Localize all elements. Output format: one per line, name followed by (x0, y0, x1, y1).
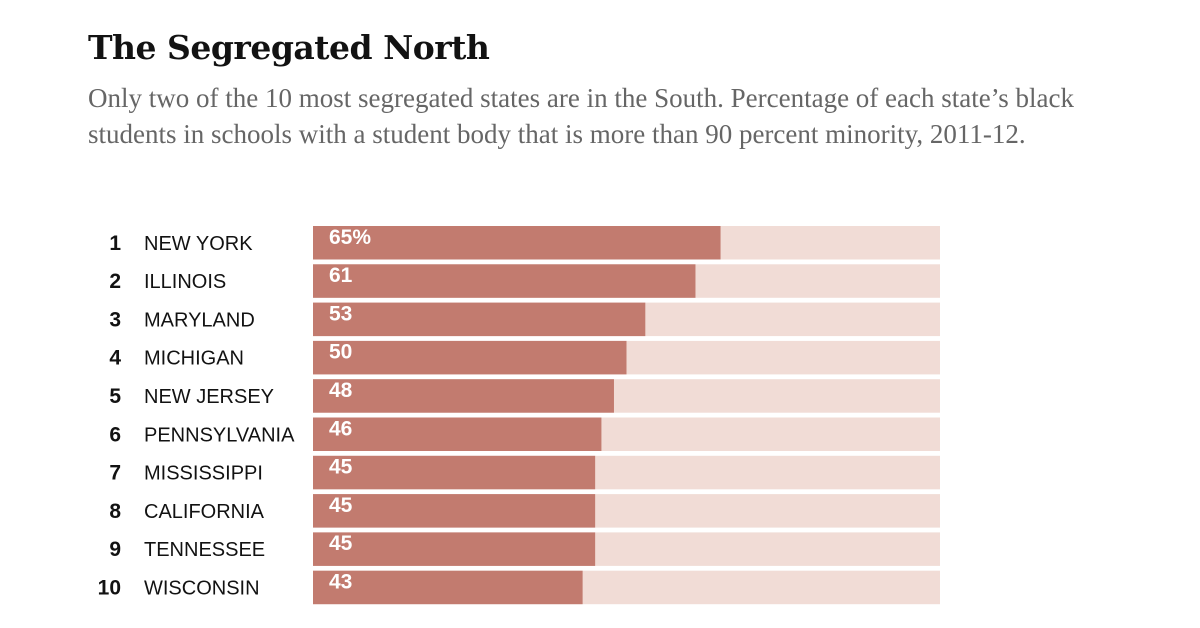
state-label: PENNSYLVANIA (144, 424, 295, 446)
value-label: 50 (329, 341, 352, 364)
state-label: NEW YORK (144, 233, 253, 255)
value-label: 45 (329, 494, 353, 517)
bar (313, 340, 627, 375)
bar (313, 264, 696, 298)
bar (313, 455, 596, 490)
rank-label: 5 (109, 385, 121, 408)
state-label: TENNESSEE (144, 539, 265, 561)
rank-label: 10 (98, 576, 121, 599)
rank-label: 3 (109, 308, 121, 331)
state-label: MICHIGAN (144, 348, 244, 370)
bar (313, 570, 583, 605)
rank-label: 7 (109, 462, 121, 485)
state-label: NEW JERSEY (144, 386, 274, 408)
bar (313, 494, 596, 528)
rank-label: 9 (109, 538, 121, 561)
state-label: WISCONSIN (144, 577, 260, 599)
value-label: 53 (329, 302, 352, 325)
value-label: 48 (329, 379, 353, 402)
bar (313, 417, 602, 451)
bar (313, 379, 614, 413)
state-label: ILLINOIS (144, 271, 226, 293)
value-label: 45 (329, 456, 353, 479)
chart-subtitle: Only two of the 10 most segregated state… (88, 83, 1074, 149)
state-label: MISSISSIPPI (144, 463, 263, 485)
state-label: MARYLAND (144, 309, 255, 331)
value-label: 46 (329, 417, 352, 440)
rank-label: 1 (109, 232, 121, 255)
rank-label: 8 (109, 500, 121, 523)
bar (313, 226, 721, 260)
rank-label: 2 (109, 270, 121, 293)
rank-label: 6 (109, 423, 121, 446)
value-label: 65% (329, 226, 371, 249)
value-label: 45 (329, 532, 353, 555)
value-label: 61 (329, 264, 353, 287)
chart-title: The Segregated North (88, 28, 490, 67)
value-label: 43 (329, 570, 352, 593)
bar (313, 302, 646, 337)
state-label: CALIFORNIA (144, 501, 265, 523)
rank-label: 4 (109, 347, 121, 370)
bar (313, 532, 596, 566)
